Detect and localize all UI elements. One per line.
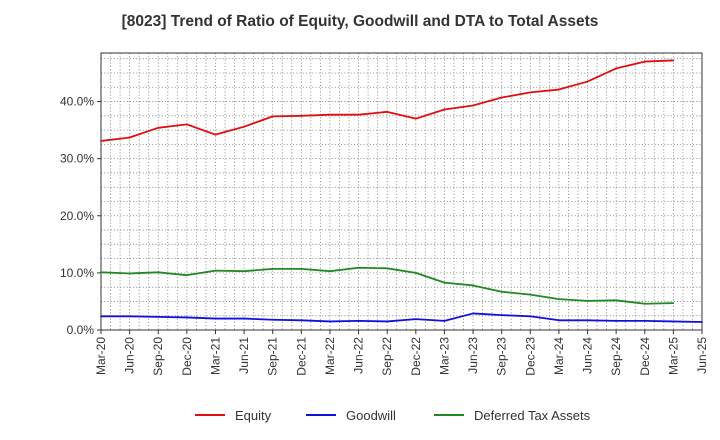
data-point-goodwill — [157, 315, 160, 318]
chart-title: [8023] Trend of Ratio of Equity, Goodwil… — [121, 13, 599, 30]
data-point-equity — [128, 136, 131, 139]
data-point-equity — [500, 96, 503, 99]
data-point-goodwill — [529, 315, 532, 318]
data-point-goodwill — [357, 319, 360, 322]
data-point-goodwill — [586, 319, 589, 322]
data-point-equity — [271, 115, 274, 118]
legend-label-equity: Equity — [235, 408, 272, 423]
data-point-deferred-tax-assets — [558, 298, 560, 301]
data-point-goodwill — [414, 318, 417, 321]
data-point-goodwill — [128, 315, 131, 318]
data-point-equity — [243, 125, 245, 128]
data-point-goodwill — [185, 316, 188, 319]
data-point-goodwill — [329, 320, 331, 323]
x-tick-label: Mar-21 — [208, 337, 222, 375]
data-point-equity — [300, 114, 303, 117]
y-tick-label: 0.0% — [67, 323, 95, 337]
data-point-equity — [100, 140, 102, 142]
x-tick-label: Mar-23 — [437, 337, 451, 375]
plot-frame — [100, 52, 703, 331]
data-point-deferred-tax-assets — [414, 271, 417, 274]
plot-area — [101, 53, 702, 330]
x-tick-label: Dec-24 — [638, 337, 652, 376]
data-point-deferred-tax-assets — [300, 267, 303, 270]
data-point-goodwill — [500, 314, 503, 317]
data-point-equity — [672, 59, 675, 62]
data-point-deferred-tax-assets — [157, 271, 160, 274]
x-tick-label: Jun-23 — [466, 337, 480, 374]
y-tick-label: 40.0% — [60, 95, 94, 109]
data-point-goodwill — [243, 317, 245, 320]
x-tick-label: Dec-21 — [294, 337, 308, 376]
data-point-equity — [529, 91, 532, 94]
data-point-goodwill — [300, 319, 303, 322]
data-point-deferred-tax-assets — [357, 266, 360, 269]
x-tick-label: Mar-25 — [666, 337, 680, 375]
x-tick-label: Sep-22 — [380, 337, 394, 376]
data-point-equity — [558, 88, 560, 91]
data-point-equity — [386, 110, 389, 113]
data-point-deferred-tax-assets — [586, 299, 589, 302]
x-tick-label: Sep-21 — [266, 337, 280, 376]
y-tick-label: 10.0% — [60, 266, 94, 280]
legend-label-deferred-tax-assets: Deferred Tax Assets — [474, 408, 591, 423]
data-point-deferred-tax-assets — [243, 270, 245, 273]
x-tick-label: Jun-20 — [123, 337, 137, 374]
data-point-deferred-tax-assets — [185, 274, 188, 277]
x-tick-label: Jun-25 — [695, 337, 709, 374]
series-line-goodwill — [101, 312, 703, 323]
data-point-goodwill — [672, 320, 675, 323]
data-point-deferred-tax-assets — [329, 270, 331, 273]
data-point-equity — [615, 67, 618, 70]
data-point-goodwill — [472, 312, 474, 315]
data-point-equity — [357, 113, 360, 116]
x-tick-label: Mar-20 — [94, 337, 108, 375]
data-point-equity — [472, 104, 474, 107]
legend-label-goodwill: Goodwill — [346, 408, 396, 423]
x-tick-label: Dec-23 — [523, 337, 537, 376]
data-point-goodwill — [271, 318, 274, 321]
data-point-equity — [643, 60, 646, 63]
data-point-deferred-tax-assets — [472, 284, 474, 287]
x-tick-label: Jun-22 — [352, 337, 366, 374]
data-point-deferred-tax-assets — [529, 293, 532, 296]
x-tick-label: Dec-20 — [180, 337, 194, 376]
x-tick-label: Mar-24 — [552, 337, 566, 375]
data-point-equity — [414, 117, 417, 120]
data-point-goodwill — [214, 317, 217, 320]
x-tick-label: Sep-24 — [609, 337, 623, 376]
data-point-deferred-tax-assets — [271, 267, 274, 270]
data-point-goodwill — [443, 319, 446, 322]
x-tick-label: Jun-21 — [237, 337, 251, 374]
data-point-deferred-tax-assets — [643, 302, 646, 305]
data-point-equity — [586, 80, 589, 83]
data-point-deferred-tax-assets — [443, 281, 446, 284]
data-point-goodwill — [615, 319, 618, 322]
y-tick-label: 20.0% — [60, 209, 94, 223]
data-point-equity — [443, 108, 446, 111]
y-tick-label: 30.0% — [60, 152, 94, 166]
data-point-goodwill — [100, 315, 102, 318]
data-point-equity — [214, 133, 217, 136]
data-point-goodwill — [701, 321, 703, 323]
x-tick-label: Jun-24 — [581, 337, 595, 374]
data-point-deferred-tax-assets — [500, 290, 503, 293]
x-tick-label: Sep-23 — [495, 337, 509, 376]
data-point-deferred-tax-assets — [100, 271, 102, 274]
data-point-deferred-tax-assets — [386, 267, 389, 270]
data-point-goodwill — [643, 319, 646, 322]
x-tick-label: Sep-20 — [151, 337, 165, 376]
x-tick-label: Dec-22 — [409, 337, 423, 376]
data-point-deferred-tax-assets — [672, 302, 675, 305]
data-point-equity — [157, 126, 160, 129]
data-point-goodwill — [558, 319, 560, 322]
data-point-deferred-tax-assets — [615, 299, 618, 302]
x-tick-label: Mar-22 — [323, 337, 337, 375]
data-point-equity — [185, 123, 188, 126]
data-point-equity — [329, 113, 331, 116]
data-point-deferred-tax-assets — [214, 269, 217, 272]
data-point-goodwill — [386, 320, 389, 323]
data-point-deferred-tax-assets — [128, 272, 131, 275]
